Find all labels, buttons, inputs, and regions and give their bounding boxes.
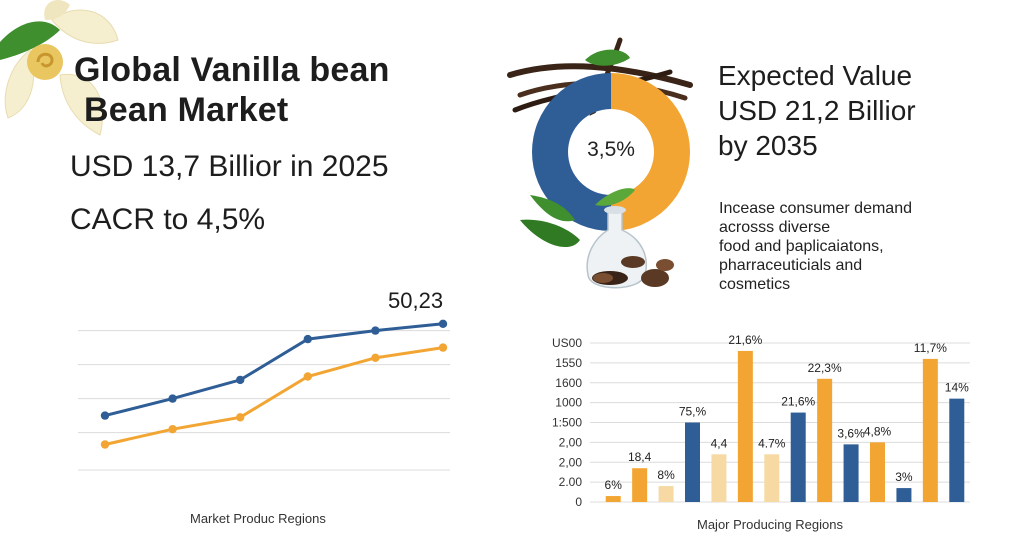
line-point: [304, 372, 312, 380]
bar-data-label: 22,3%: [808, 361, 842, 375]
title-line2: Bean Market: [74, 90, 390, 130]
expected-line2: USD 21,2 Billior: [718, 93, 916, 128]
bar-chart-y-tick: 0: [575, 495, 582, 509]
bar: [844, 444, 859, 502]
bar-data-label: 11,7%: [914, 341, 947, 355]
bar-data-label: 18,4: [628, 450, 652, 464]
bar-chart-y-tick: 1600: [555, 376, 582, 390]
line-chart-annotation: 50,23: [388, 288, 443, 313]
desc-line3: food and þaplicaiatons,: [719, 237, 912, 256]
bar: [606, 496, 621, 502]
line-point: [236, 376, 244, 384]
bean-shape: [621, 256, 645, 268]
bar-data-label: 4,8%: [864, 424, 892, 438]
line-series-2: [105, 348, 443, 445]
desc-line4: pharraceuticials and: [719, 256, 912, 275]
desc-line5: cosmetics: [719, 275, 912, 294]
bar-data-label: 3%: [895, 470, 913, 484]
line-point: [439, 320, 447, 328]
bean-shape: [593, 273, 613, 283]
bar: [791, 413, 806, 502]
bar-data-label: 8%: [657, 468, 675, 482]
expected-value-block: Expected Value USD 21,2 Billior by 2035: [718, 58, 916, 163]
bar-data-label: 4.7%: [758, 436, 786, 450]
bar: [711, 454, 726, 502]
line-point: [168, 425, 176, 433]
bar-data-label: 21,6%: [728, 333, 762, 347]
current-value-stat: USD 13,7 Billior in 2025: [70, 150, 389, 184]
donut-center-label: 3,5%: [566, 138, 656, 162]
line-point: [101, 411, 109, 419]
bar-data-label: 21,6%: [781, 395, 815, 409]
bar-chart-y-tick: 1000: [555, 396, 582, 410]
title-line1: Global Vanilla bean: [74, 51, 390, 89]
bar: [949, 399, 964, 502]
bar: [764, 454, 779, 502]
bar: [685, 423, 700, 503]
line-point: [371, 326, 379, 334]
bean-shape: [656, 259, 674, 271]
line-point: [371, 354, 379, 362]
bar-data-label: 4,4: [711, 436, 728, 450]
expected-line1: Expected Value: [718, 58, 916, 93]
bar-chart-y-tick: 2,00: [559, 435, 583, 449]
bar-chart-y-tick: 1550: [555, 356, 582, 370]
expected-line3: by 2035: [718, 128, 916, 163]
leaf-shape: [585, 50, 630, 66]
bar-chart-y-tick: US00: [552, 336, 582, 350]
bar: [896, 488, 911, 502]
line-point: [304, 335, 312, 343]
leaf-shape: [520, 220, 580, 247]
bar: [632, 468, 647, 502]
bar: [817, 379, 832, 502]
bar-chart-x-label: Major Producing Regions: [697, 517, 843, 532]
line-point: [236, 413, 244, 421]
bar-chart-y-tick: 2.00: [559, 475, 583, 489]
line-chart: 50,23: [60, 280, 460, 500]
line-chart-x-label: Market Produc Regions: [190, 511, 326, 526]
bar-data-label: 75,%: [679, 405, 707, 419]
bean-shape: [641, 269, 669, 287]
bar-chart-y-tick: 1:500: [552, 416, 582, 430]
demand-description: Incease consumer demand acrosss diverse …: [719, 199, 912, 294]
bar-chart: US00 1550 1600 1000 1:500 2,00 2,00 2.00 0 6% 18,4…: [540, 325, 980, 515]
flower-center: [27, 44, 63, 80]
desc-line1: Incease consumer demand: [719, 199, 912, 218]
page-title: Global Vanilla bean Bean Market: [74, 50, 390, 130]
desc-line2: acrosss diverse: [719, 218, 912, 237]
bar: [923, 359, 938, 502]
bar: [738, 351, 753, 502]
bar-data-label: 14%: [945, 381, 969, 395]
bar-data-label: 6%: [605, 478, 623, 492]
bar-chart-y-tick: 2,00: [559, 455, 583, 469]
line-point: [101, 440, 109, 448]
bar: [659, 486, 674, 502]
line-series-1: [105, 324, 443, 416]
bar: [870, 442, 885, 502]
donut-chart: [500, 30, 710, 300]
jar-lid-shape: [604, 206, 626, 214]
bar-data-label: 3,6%: [837, 426, 865, 440]
line-point: [439, 343, 447, 351]
cagr-stat: CACR to 4,5%: [70, 203, 265, 237]
line-point: [168, 394, 176, 402]
